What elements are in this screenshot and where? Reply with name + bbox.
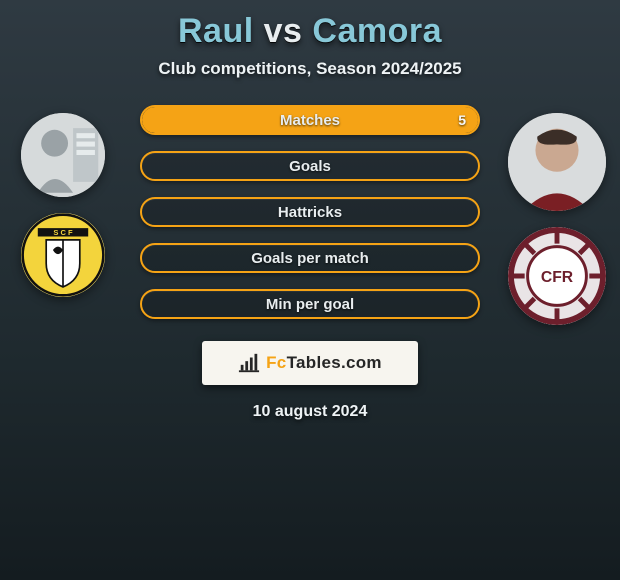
bar-chart-icon — [238, 352, 260, 374]
stat-row-goals-per-match: Goals per match — [140, 243, 480, 273]
stat-row-min-per-goal: Min per goal — [140, 289, 480, 319]
badge-cfr-icon: CFR — [508, 227, 606, 325]
stat-label: Hattricks — [142, 199, 478, 225]
subtitle: Club competitions, Season 2024/2025 — [0, 59, 620, 79]
title-player-1: Raul — [178, 12, 254, 50]
date-text: 10 august 2024 — [0, 403, 620, 421]
stat-value-left — [142, 199, 166, 225]
stat-fill — [142, 107, 478, 133]
stat-value-right — [454, 153, 478, 179]
stat-value-left — [142, 291, 166, 317]
stat-label: Goals — [142, 153, 478, 179]
left-column: S C F — [8, 113, 118, 297]
svg-text:CFR: CFR — [541, 269, 573, 286]
comparison-body: S C F — [0, 105, 620, 421]
stat-value-right — [454, 291, 478, 317]
logo-suffix: Tables.com — [287, 353, 382, 372]
stat-row-hattricks: Hattricks — [140, 197, 480, 227]
badge-farense-icon: S C F — [21, 213, 105, 297]
stat-label: Goals per match — [142, 245, 478, 271]
logo-prefix-text: Fc — [266, 353, 286, 372]
title-player-2: Camora — [312, 12, 442, 50]
stat-value-left — [142, 153, 166, 179]
club-badge-right: CFR — [508, 227, 606, 325]
stat-row-matches: Matches 5 — [140, 105, 480, 135]
player-avatar-left — [21, 113, 105, 197]
logo-text: FcTables.com — [266, 353, 382, 373]
stat-value-left — [142, 245, 166, 271]
stat-row-goals: Goals — [140, 151, 480, 181]
page-title: Raul vs Camora — [0, 8, 620, 53]
site-logo[interactable]: FcTables.com — [202, 341, 418, 385]
club-badge-left: S C F — [21, 213, 105, 297]
player-avatar-right — [508, 113, 606, 211]
stat-value-right — [454, 199, 478, 225]
avatar-placeholder-icon — [508, 113, 606, 211]
logo-prefix: Fc — [266, 353, 286, 372]
stat-label: Min per goal — [142, 291, 478, 317]
svg-text:S C F: S C F — [53, 228, 73, 237]
title-vs: vs — [264, 12, 303, 50]
stat-rows: Matches 5 Goals Hattricks Goals p — [140, 105, 480, 319]
comparison-card: Raul vs Camora Club competitions, Season… — [0, 0, 620, 580]
avatar-placeholder-icon — [21, 113, 105, 197]
right-column: CFR — [502, 113, 612, 325]
stat-value-right — [454, 245, 478, 271]
